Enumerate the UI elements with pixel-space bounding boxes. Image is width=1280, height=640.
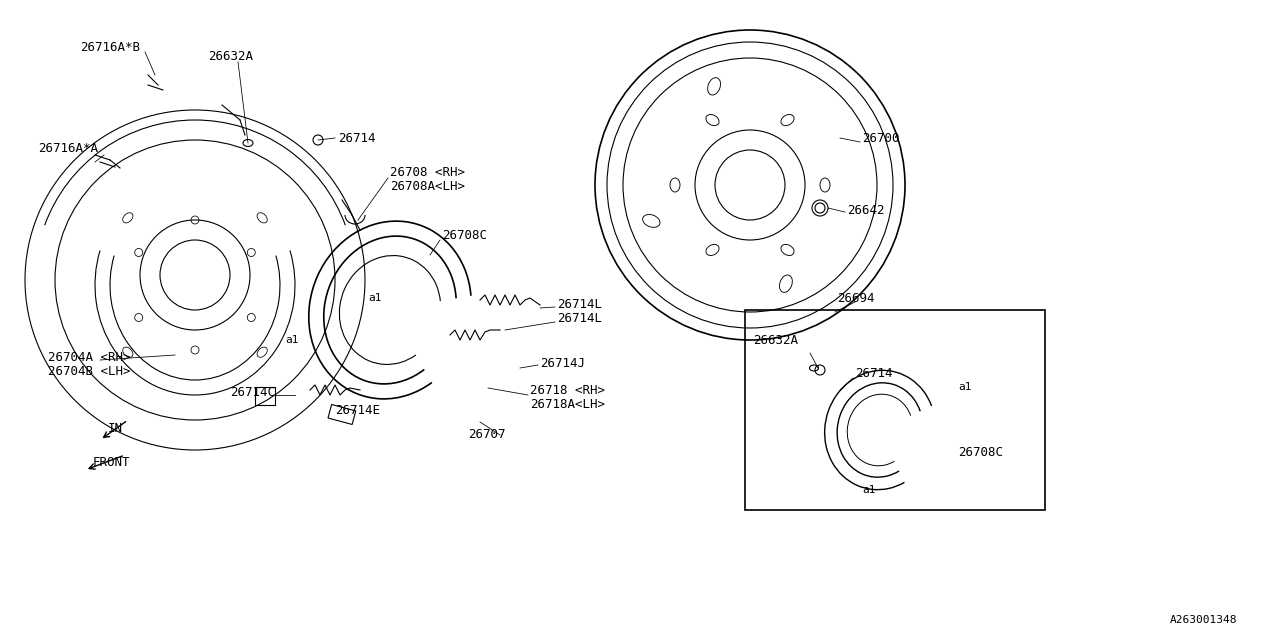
- Text: 26708 <RH>: 26708 <RH>: [390, 166, 465, 179]
- Text: 26632A: 26632A: [209, 49, 253, 63]
- Text: a1: a1: [369, 293, 381, 303]
- Text: A263001348: A263001348: [1170, 615, 1238, 625]
- Text: 26716A*B: 26716A*B: [81, 40, 140, 54]
- Text: 26718 <RH>: 26718 <RH>: [530, 383, 605, 397]
- Text: IN: IN: [108, 422, 123, 435]
- Text: 26714L: 26714L: [557, 298, 602, 310]
- Text: a1: a1: [285, 335, 298, 345]
- Text: 26632A: 26632A: [753, 333, 797, 346]
- Text: FRONT: FRONT: [93, 456, 131, 470]
- Text: 26708C: 26708C: [957, 445, 1004, 458]
- Text: 26707: 26707: [468, 429, 506, 442]
- Text: 26704B <LH>: 26704B <LH>: [49, 365, 131, 378]
- Text: 26718A<LH>: 26718A<LH>: [530, 397, 605, 410]
- Text: 26704A <RH>: 26704A <RH>: [49, 351, 131, 364]
- Text: 26642: 26642: [847, 204, 884, 216]
- Text: 26714L: 26714L: [557, 312, 602, 324]
- Text: 26700: 26700: [861, 131, 900, 145]
- Text: 26714C: 26714C: [230, 387, 275, 399]
- Text: a1: a1: [957, 382, 972, 392]
- Text: 26716A*A: 26716A*A: [38, 141, 99, 154]
- Text: a1: a1: [861, 485, 876, 495]
- Text: 26714: 26714: [338, 131, 375, 145]
- Text: 26714J: 26714J: [540, 356, 585, 369]
- Text: 26708A<LH>: 26708A<LH>: [390, 179, 465, 193]
- Bar: [255, 387, 275, 405]
- Text: 26714E: 26714E: [335, 403, 380, 417]
- Bar: [328, 404, 356, 424]
- Text: 26708C: 26708C: [442, 228, 486, 241]
- Text: 26694: 26694: [837, 291, 874, 305]
- Bar: [745, 310, 1044, 510]
- Text: 26714: 26714: [855, 367, 892, 380]
